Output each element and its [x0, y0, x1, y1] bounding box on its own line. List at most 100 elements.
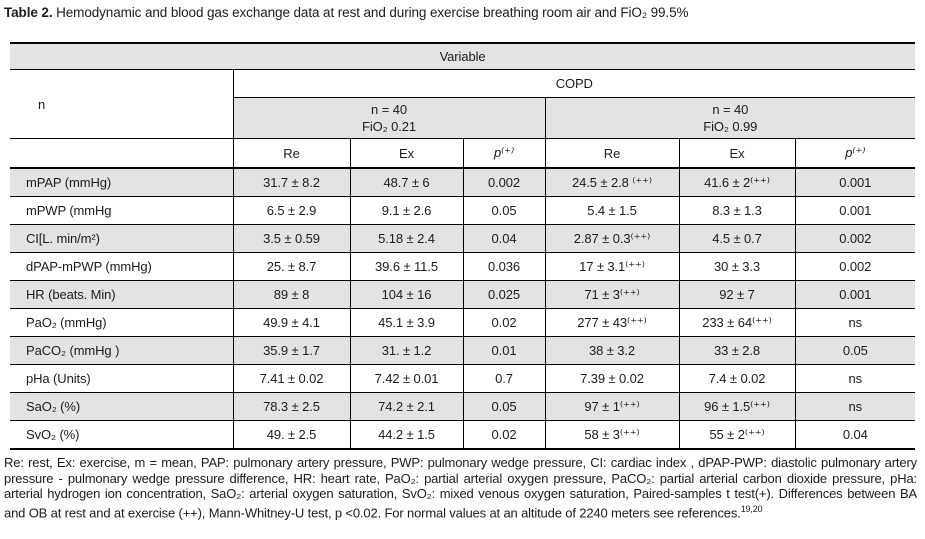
- cell: 31.7 ± 8.2: [232, 168, 350, 197]
- row-label: PaCO₂ (mmHg ): [10, 336, 233, 365]
- cell: 0.01: [462, 336, 545, 365]
- row-label: SvO₂ (%): [10, 420, 233, 450]
- cell: 35.9 ± 1.7: [232, 336, 350, 365]
- header-row-variable: Variable: [10, 43, 916, 70]
- table-row-dpap-mpwp: dPAP-mPWP (mmHg) 25. ± 8.7 39.6 ± 11.5 0…: [10, 252, 916, 281]
- cell: 92 ± 7: [678, 280, 795, 309]
- cell: 49. ± 2.5: [232, 420, 350, 450]
- subgroup-cell-fio2-099: n = 40 FiO₂ 0.99: [544, 97, 916, 139]
- cell: 74.2 ± 2.1: [349, 392, 463, 421]
- subgroup-cell-fio2-021: n = 40 FiO₂ 0.21: [232, 97, 545, 139]
- cell: ns: [794, 364, 916, 393]
- cell: 7.41 ± 0.02: [232, 364, 350, 393]
- cell: 0.05: [462, 196, 545, 225]
- variable-header-cell: Variable: [10, 43, 916, 70]
- cell: 277 ± 43⁽⁺⁺⁾: [544, 308, 679, 337]
- cell: 17 ± 3.1⁽⁺⁺⁾: [544, 252, 679, 281]
- cell: 0.001: [794, 168, 916, 197]
- cell: ns: [794, 308, 916, 337]
- cell: 44.2 ± 1.5: [349, 420, 463, 450]
- cell: 24.5 ± 2.8 ⁽⁺⁺⁾: [544, 168, 679, 197]
- table-row-paco2: PaCO₂ (mmHg ) 35.9 ± 1.7 31. ± 1.2 0.01 …: [10, 336, 916, 365]
- footnote-reference-numbers: 19,20: [740, 503, 763, 514]
- row-label: dPAP-mPWP (mmHg): [10, 252, 233, 281]
- cell: ns: [794, 392, 916, 421]
- row-label: CI[L. min/m²): [10, 224, 233, 253]
- n-label-cell: n: [10, 69, 233, 139]
- cell: 30 ± 3.3: [678, 252, 795, 281]
- cell: 2.87 ± 0.3⁽⁺⁺⁾: [544, 224, 679, 253]
- subgroup-n: n = 40: [712, 102, 749, 117]
- cell: 33 ± 2.8: [678, 336, 795, 365]
- table-row-ci: CI[L. min/m²) 3.5 ± 0.59 5.18 ± 2.4 0.04…: [10, 224, 916, 253]
- col-header-re-air: Re: [232, 138, 350, 169]
- table-row-svo2: SvO₂ (%) 49. ± 2.5 44.2 ± 1.5 0.02 58 ± …: [10, 420, 916, 450]
- cell: 38 ± 3.2: [544, 336, 679, 365]
- row-label: pHa (Units): [10, 364, 233, 393]
- subgroup-fio2: FiO₂ 0.21: [361, 119, 416, 134]
- cell: 0.001: [794, 280, 916, 309]
- table-footnote: Re: rest, Ex: exercise, m = mean, PAP: p…: [4, 455, 917, 520]
- table-row-hr: HR (beats. Min) 89 ± 8 104 ± 16 0.025 71…: [10, 280, 916, 309]
- table-caption: Table 2. Hemodynamic and blood gas excha…: [4, 5, 688, 20]
- col-header-ex-o2: Ex: [678, 138, 795, 169]
- cell: 78.3 ± 2.5: [232, 392, 350, 421]
- spacer-cell: [10, 138, 233, 169]
- col-header-p-o2: p⁽⁺⁾: [794, 138, 916, 169]
- cell: 233 ± 64⁽⁺⁺⁾: [678, 308, 795, 337]
- row-label: PaO₂ (mmHg): [10, 308, 233, 337]
- subgroup-n: n = 40: [371, 102, 407, 117]
- table-caption-text: Hemodynamic and blood gas exchange data …: [52, 5, 689, 20]
- group-header-cell: COPD: [232, 69, 916, 98]
- row-label: mPAP (mmHg): [10, 168, 233, 197]
- cell: 0.02: [462, 420, 545, 450]
- footnote-text: Re: rest, Ex: exercise, m = mean, PAP: p…: [4, 455, 917, 520]
- cell: 0.025: [462, 280, 545, 309]
- cell: 0.04: [462, 224, 545, 253]
- cell: 0.002: [462, 168, 545, 197]
- col-header-re-o2: Re: [544, 138, 679, 169]
- cell: 7.4 ± 0.02: [678, 364, 795, 393]
- cell: 6.5 ± 2.9: [232, 196, 350, 225]
- cell: 97 ± 1⁽⁺⁺⁾: [544, 392, 679, 421]
- cell: 9.1 ± 2.6: [349, 196, 463, 225]
- table-row-pha: pHa (Units) 7.41 ± 0.02 7.42 ± 0.01 0.7 …: [10, 364, 916, 393]
- cell: 7.42 ± 0.01: [349, 364, 463, 393]
- table-row-mpap: mPAP (mmHg) 31.7 ± 8.2 48.7 ± 6 0.002 24…: [10, 168, 916, 197]
- cell: 5.4 ± 1.5: [544, 196, 679, 225]
- cell: 48.7 ± 6: [349, 168, 463, 197]
- cell: 4.5 ± 0.7: [678, 224, 795, 253]
- cell: 55 ± 2⁽⁺⁺⁾: [678, 420, 795, 450]
- cell: 0.002: [794, 224, 916, 253]
- cell: 8.3 ± 1.3: [678, 196, 795, 225]
- cell: 0.04: [794, 420, 916, 450]
- subgroup-fio2: FiO₂ 0.99: [703, 119, 758, 134]
- cell: 5.18 ± 2.4: [349, 224, 463, 253]
- table-row-sao2: SaO₂ (%) 78.3 ± 2.5 74.2 ± 2.1 0.05 97 ±…: [10, 392, 916, 421]
- cell: 71 ± 3⁽⁺⁺⁾: [544, 280, 679, 309]
- cell: 25. ± 8.7: [232, 252, 350, 281]
- cell: 0.001: [794, 196, 916, 225]
- table-row-mpwp: mPWP (mmHg 6.5 ± 2.9 9.1 ± 2.6 0.05 5.4 …: [10, 196, 916, 225]
- cell: 104 ± 16: [349, 280, 463, 309]
- cell: 0.05: [794, 336, 916, 365]
- cell: 0.7: [462, 364, 545, 393]
- cell: 45.1 ± 3.9: [349, 308, 463, 337]
- cell: 49.9 ± 4.1: [232, 308, 350, 337]
- cell: 58 ± 3⁽⁺⁺⁾: [544, 420, 679, 450]
- cell: 89 ± 8: [232, 280, 350, 309]
- cell: 96 ± 1.5⁽⁺⁺⁾: [678, 392, 795, 421]
- cell: 39.6 ± 11.5: [349, 252, 463, 281]
- header-row-group: n COPD: [10, 69, 916, 139]
- cell: 41.6 ± 2⁽⁺⁺⁾: [678, 168, 795, 197]
- cell: 0.002: [794, 252, 916, 281]
- row-label: SaO₂ (%): [10, 392, 233, 421]
- row-label: mPWP (mmHg: [10, 196, 233, 225]
- cell: 3.5 ± 0.59: [232, 224, 350, 253]
- cell: 7.39 ± 0.02: [544, 364, 679, 393]
- cell: 31. ± 1.2: [349, 336, 463, 365]
- table-row-pao2: PaO₂ (mmHg) 49.9 ± 4.1 45.1 ± 3.9 0.02 2…: [10, 308, 916, 337]
- table-caption-number: Table 2.: [4, 5, 53, 20]
- cell: 0.05: [462, 392, 545, 421]
